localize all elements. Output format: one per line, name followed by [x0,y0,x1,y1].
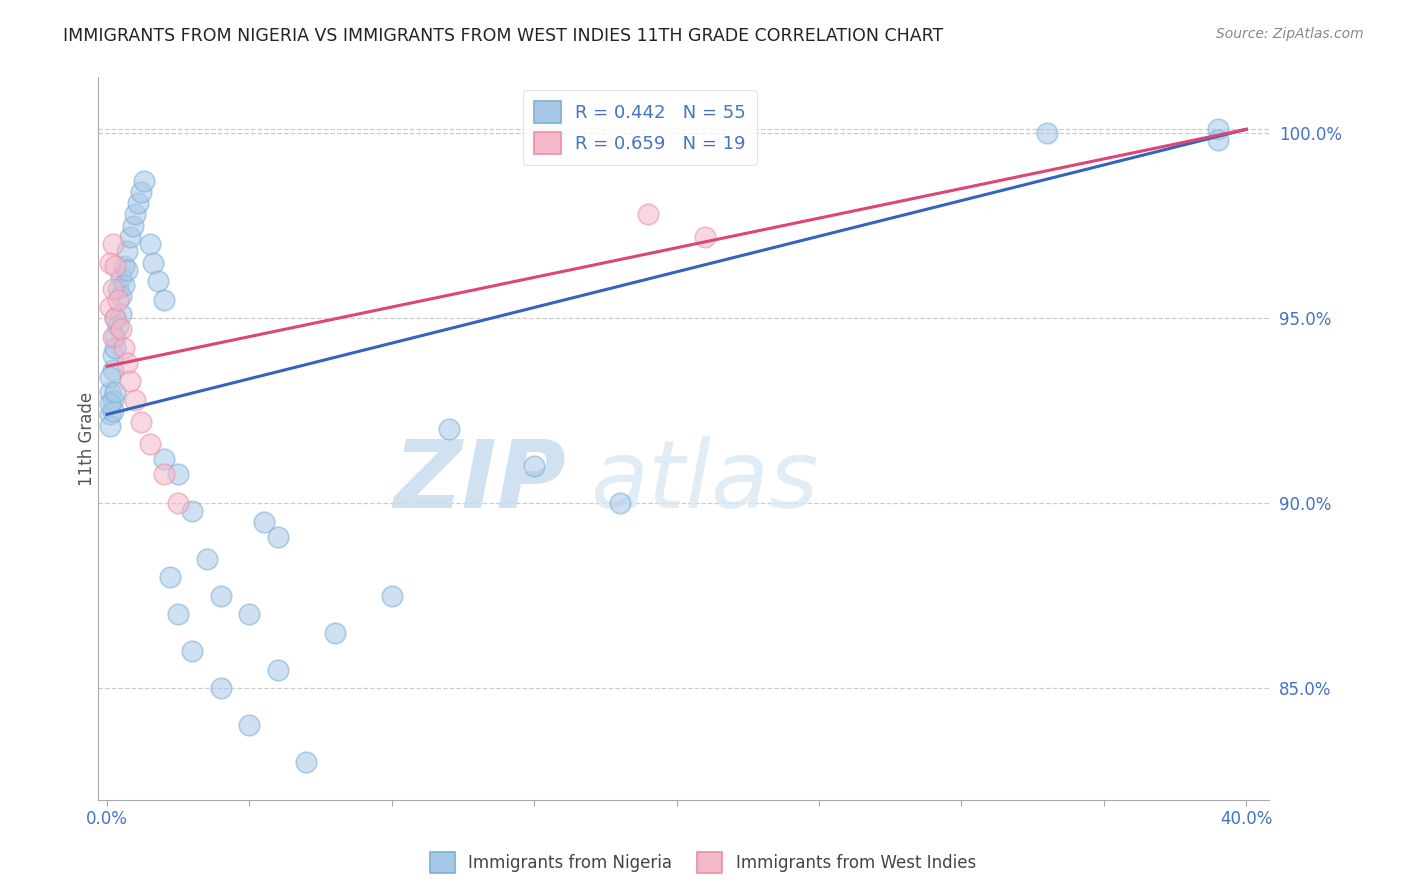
Point [98,408,121,422]
Point [132,174,155,188]
Point [129,415,152,429]
Point [167,496,190,510]
Text: atlas: atlas [591,436,818,527]
Point [323,626,346,640]
Point [110,322,132,336]
Text: ZIP: ZIP [394,436,567,528]
Point [98,370,121,384]
Point [121,219,143,233]
Point [112,277,135,292]
Point [523,459,546,474]
Point [124,392,146,407]
Point [267,663,290,677]
Point [295,756,318,770]
Y-axis label: 11th Grade: 11th Grade [79,392,96,485]
Point [167,607,190,622]
Legend: R = 0.442   N = 55, R = 0.659   N = 19: R = 0.442 N = 55, R = 0.659 N = 19 [523,90,756,165]
Point [104,385,127,400]
Text: Source: ZipAtlas.com: Source: ZipAtlas.com [1216,27,1364,41]
Point [110,308,132,322]
Legend: Immigrants from Nigeria, Immigrants from West Indies: Immigrants from Nigeria, Immigrants from… [423,846,983,880]
Point [124,207,146,221]
Point [118,229,141,244]
Point [138,237,160,252]
Point [381,589,404,603]
Point [609,496,631,510]
Point [127,196,149,211]
Point [209,589,232,603]
Point [101,363,124,377]
Point [101,237,124,252]
Point [153,467,176,481]
Point [98,300,121,314]
Point [107,318,129,333]
Point [104,311,127,326]
Point [112,260,135,274]
Point [153,293,176,307]
Point [238,607,260,622]
Point [98,418,121,433]
Point [153,451,176,466]
Point [98,385,121,400]
Point [267,530,290,544]
Point [181,644,204,658]
Point [115,263,138,277]
Point [693,229,716,244]
Point [98,255,121,269]
Point [118,374,141,388]
Point [112,341,135,355]
Point [238,718,260,732]
Point [101,329,124,343]
Point [115,244,138,259]
Point [252,515,274,529]
Point [437,422,460,436]
Point [110,270,132,285]
Point [115,355,138,369]
Point [101,403,124,417]
Point [181,504,204,518]
Point [148,274,170,288]
Point [1036,126,1059,140]
Point [98,396,121,410]
Point [167,467,190,481]
Point [138,437,160,451]
Point [107,293,129,307]
Point [637,207,659,221]
Point [104,329,127,343]
Point [104,341,127,355]
Point [159,570,181,584]
Point [1206,133,1229,147]
Text: IMMIGRANTS FROM NIGERIA VS IMMIGRANTS FROM WEST INDIES 11TH GRADE CORRELATION CH: IMMIGRANTS FROM NIGERIA VS IMMIGRANTS FR… [63,27,943,45]
Point [1206,122,1229,136]
Point [104,260,127,274]
Point [107,281,129,295]
Point [195,551,218,566]
Point [104,311,127,326]
Point [101,348,124,362]
Point [110,289,132,303]
Point [101,281,124,295]
Point [141,255,163,269]
Point [209,681,232,696]
Point [101,392,124,407]
Point [129,186,152,200]
